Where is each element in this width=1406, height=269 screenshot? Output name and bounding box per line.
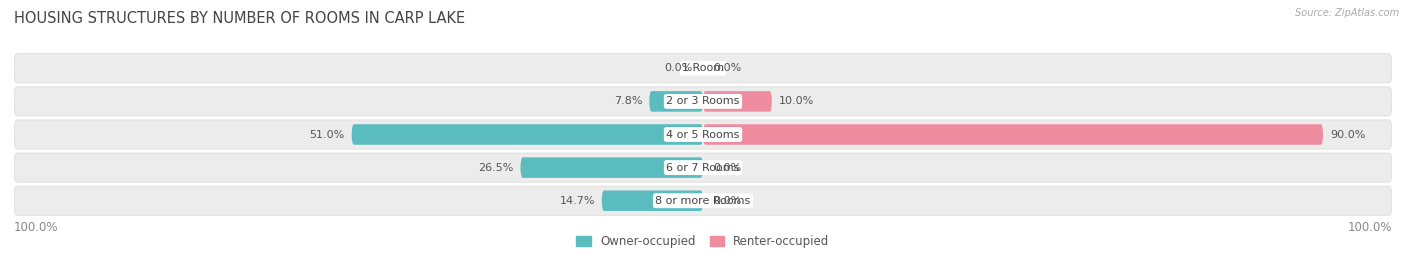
Text: 6 or 7 Rooms: 6 or 7 Rooms xyxy=(666,162,740,173)
Text: 14.7%: 14.7% xyxy=(560,196,595,206)
Text: 8 or more Rooms: 8 or more Rooms xyxy=(655,196,751,206)
FancyBboxPatch shape xyxy=(602,190,703,211)
Text: 0.0%: 0.0% xyxy=(665,63,693,73)
FancyBboxPatch shape xyxy=(14,54,1392,83)
FancyBboxPatch shape xyxy=(703,91,772,112)
Text: 100.0%: 100.0% xyxy=(1347,221,1392,234)
Text: 100.0%: 100.0% xyxy=(14,221,59,234)
Text: 26.5%: 26.5% xyxy=(478,162,513,173)
FancyBboxPatch shape xyxy=(703,124,1323,145)
FancyBboxPatch shape xyxy=(520,157,703,178)
FancyBboxPatch shape xyxy=(14,186,1392,215)
FancyBboxPatch shape xyxy=(352,124,703,145)
FancyBboxPatch shape xyxy=(14,120,1392,149)
Text: 1 Room: 1 Room xyxy=(682,63,724,73)
Text: 0.0%: 0.0% xyxy=(713,196,741,206)
Text: 2 or 3 Rooms: 2 or 3 Rooms xyxy=(666,96,740,107)
Text: Source: ZipAtlas.com: Source: ZipAtlas.com xyxy=(1295,8,1399,18)
Text: 10.0%: 10.0% xyxy=(779,96,814,107)
Text: 90.0%: 90.0% xyxy=(1330,129,1365,140)
Text: 7.8%: 7.8% xyxy=(614,96,643,107)
FancyBboxPatch shape xyxy=(650,91,703,112)
Text: 4 or 5 Rooms: 4 or 5 Rooms xyxy=(666,129,740,140)
Text: HOUSING STRUCTURES BY NUMBER OF ROOMS IN CARP LAKE: HOUSING STRUCTURES BY NUMBER OF ROOMS IN… xyxy=(14,11,465,26)
Text: 0.0%: 0.0% xyxy=(713,162,741,173)
Legend: Owner-occupied, Renter-occupied: Owner-occupied, Renter-occupied xyxy=(572,230,834,253)
FancyBboxPatch shape xyxy=(14,153,1392,182)
Text: 51.0%: 51.0% xyxy=(309,129,344,140)
FancyBboxPatch shape xyxy=(14,87,1392,116)
Text: 0.0%: 0.0% xyxy=(713,63,741,73)
